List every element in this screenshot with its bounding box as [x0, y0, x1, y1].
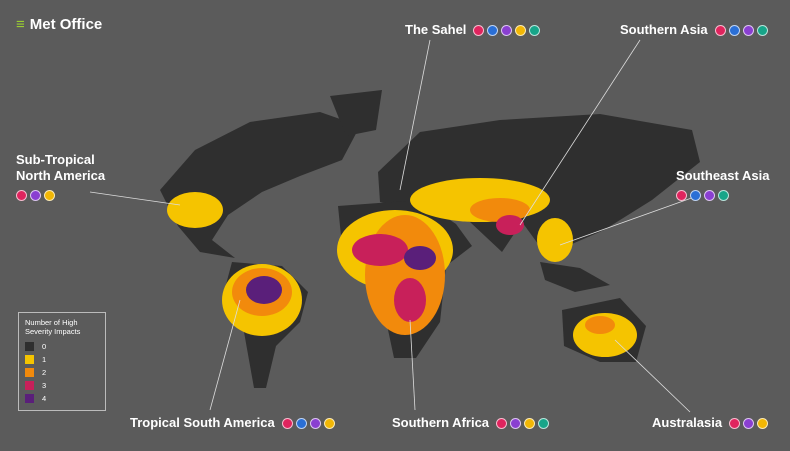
- legend-label: 4: [42, 394, 47, 403]
- impact-icon: [501, 24, 513, 36]
- impact-icon: [295, 417, 307, 429]
- impact-icon: [44, 190, 55, 201]
- legend-item: 1: [25, 353, 99, 366]
- legend-item: 3: [25, 379, 99, 392]
- region-name: Southeast Asia: [676, 168, 770, 183]
- impact-icon: [309, 417, 321, 429]
- leader-lines: [89, 39, 701, 413]
- impact-icon: [524, 417, 536, 429]
- impact-icon: [743, 417, 755, 429]
- region-label: Southern Asia: [620, 22, 768, 38]
- impact-icon: [742, 24, 754, 36]
- region-label: The Sahel: [405, 22, 541, 38]
- legend-label: 3: [42, 381, 47, 390]
- region-name: Tropical South America: [130, 415, 275, 430]
- impact-icon: [487, 24, 499, 36]
- impact-icon: [281, 417, 293, 429]
- region-label: Sub-Tropical North America: [16, 152, 116, 201]
- impact-icon: [714, 24, 726, 36]
- legend-swatch: [25, 381, 34, 390]
- region-name: Southern Asia: [620, 22, 708, 37]
- impact-icon: [729, 417, 741, 429]
- legend-items: 0 1 2 3 4: [25, 340, 99, 405]
- legend-swatch: [25, 394, 34, 403]
- legend-item: 0: [25, 340, 99, 353]
- legend: Number of High Severity Impacts 0 1 2 3 4: [18, 312, 106, 411]
- region-name: Sub-Tropical North America: [16, 152, 106, 183]
- legend-swatch: [25, 368, 34, 377]
- legend-item: 2: [25, 366, 99, 379]
- impact-icon: [496, 417, 508, 429]
- impact-icon: [676, 190, 687, 201]
- region-label: Tropical South America: [130, 415, 335, 431]
- legend-item: 4: [25, 392, 99, 405]
- legend-label: 2: [42, 368, 47, 377]
- logo-text: Met Office: [29, 16, 103, 33]
- legend-label: 0: [42, 342, 47, 351]
- impact-icon: [30, 190, 41, 201]
- region-label: Southeast Asia: [676, 168, 773, 201]
- region-name: Australasia: [652, 415, 723, 430]
- impact-icon: [473, 24, 485, 36]
- legend-swatch: [25, 355, 34, 364]
- impact-icon: [704, 190, 715, 201]
- impact-icon: [757, 417, 769, 429]
- impact-icon: [529, 24, 541, 36]
- impact-zones: [167, 178, 637, 357]
- legend-title: Number of High Severity Impacts: [25, 318, 81, 336]
- legend-swatch: [25, 342, 34, 351]
- impact-icon: [323, 417, 335, 429]
- impact-icon: [16, 190, 27, 201]
- region-label: Southern Africa: [392, 415, 550, 431]
- legend-label: 1: [42, 355, 47, 364]
- impact-icon: [538, 417, 550, 429]
- logo-mark: ≡: [16, 16, 25, 33]
- impact-icon: [718, 190, 729, 201]
- region-label: Australasia: [652, 415, 769, 431]
- impact-icon: [510, 417, 522, 429]
- impact-icon: [756, 24, 768, 36]
- logo: ≡ Met Office: [16, 16, 102, 33]
- region-name: The Sahel: [405, 22, 467, 37]
- region-name: Southern Africa: [392, 415, 490, 430]
- impact-icon: [728, 24, 740, 36]
- impact-icon: [690, 190, 701, 201]
- impact-icon: [515, 24, 527, 36]
